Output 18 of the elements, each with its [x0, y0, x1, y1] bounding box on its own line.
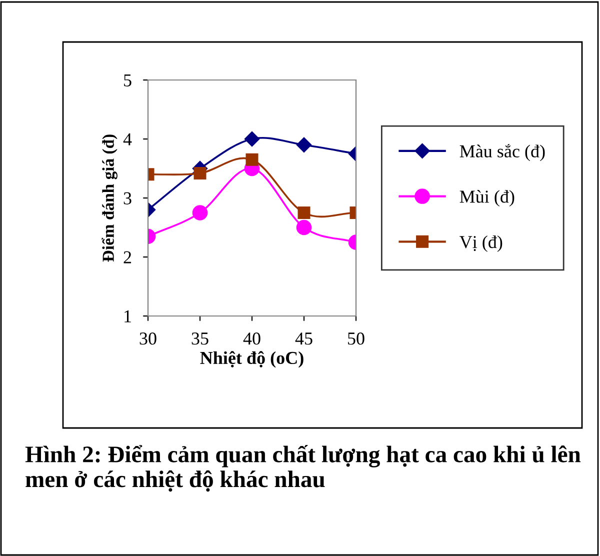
x-tick-label: 35 — [192, 332, 208, 345]
point — [244, 131, 260, 147]
legend-label: Vị (đ) — [460, 235, 502, 252]
x-tick-label: 45 — [295, 332, 312, 345]
legend-label: Màu sắc (đ) — [460, 144, 545, 162]
x-axis-title: Nhiệt độ (oC) — [200, 351, 304, 368]
x-tick-label: 30 — [140, 332, 156, 345]
y-tick-label: 2 — [124, 251, 132, 264]
y-tick-label: 5 — [124, 74, 132, 86]
y-axis-title: Điểm đánh giá (đ) — [102, 134, 118, 262]
y-tick-label: 1 — [124, 310, 131, 322]
x-tick-label: 40 — [243, 332, 260, 345]
legend-label: Mùi (đ) — [460, 190, 514, 206]
y-tick-label: 4 — [123, 133, 132, 146]
point — [246, 153, 258, 166]
y-tick-label: 3 — [124, 192, 132, 204]
text: Hình 2: Điểm cảm quan chất lượng hạt ca cao khi ủ lên men ở các nhiệt độ khác nhau — [25, 445, 581, 492]
x-tick-label: 50 — [348, 332, 364, 345]
